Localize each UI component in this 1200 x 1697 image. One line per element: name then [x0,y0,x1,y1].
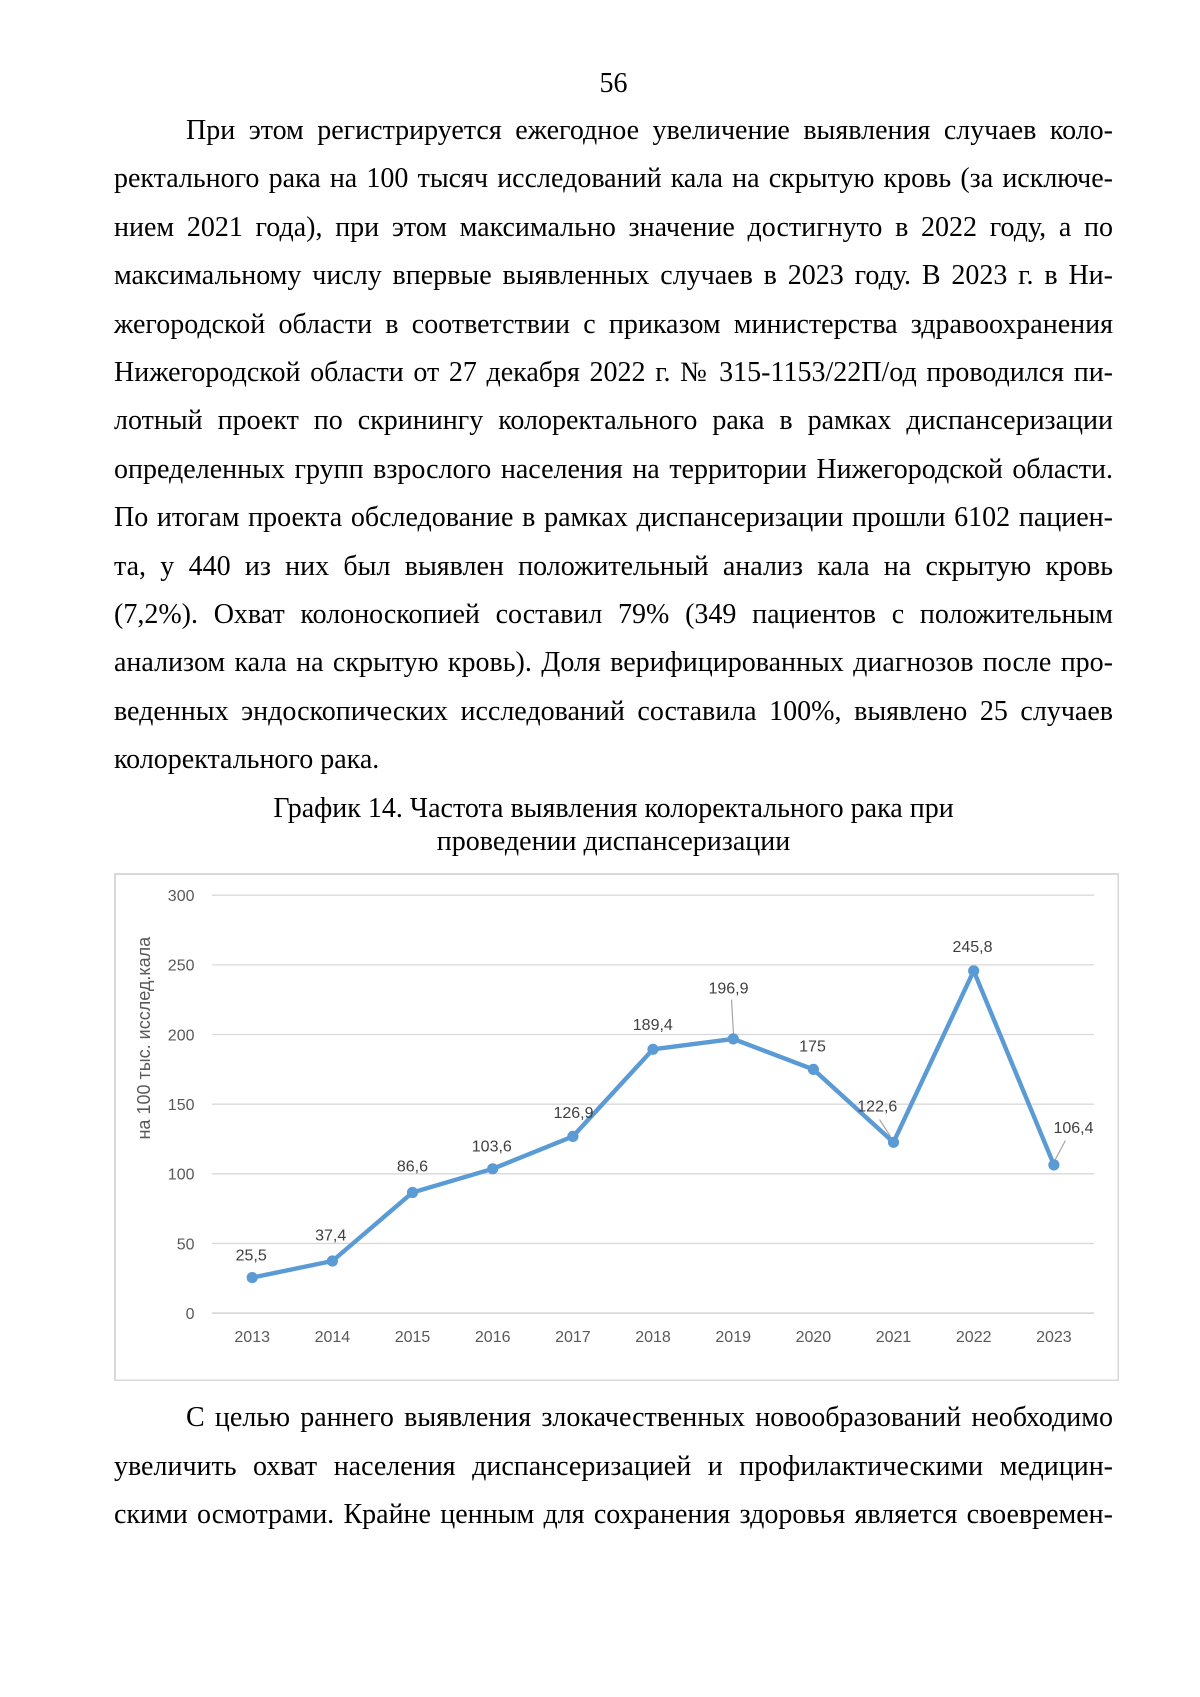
svg-text:50: 50 [176,1236,194,1253]
svg-text:250: 250 [167,957,194,974]
svg-text:106,4: 106,4 [1053,1119,1093,1136]
svg-text:2020: 2020 [795,1328,831,1345]
svg-text:126,9: 126,9 [553,1104,593,1121]
svg-text:150: 150 [167,1097,194,1114]
svg-text:100: 100 [167,1166,194,1183]
svg-text:189,4: 189,4 [632,1016,672,1033]
svg-text:2022: 2022 [955,1328,991,1345]
svg-text:2021: 2021 [875,1328,911,1345]
svg-text:2018: 2018 [635,1328,671,1345]
svg-text:0: 0 [185,1306,194,1323]
svg-text:300: 300 [167,888,194,905]
svg-text:122,6: 122,6 [857,1098,897,1115]
svg-text:86,6: 86,6 [396,1158,427,1175]
svg-text:на 100 тыс. исслед.кала: на 100 тыс. исслед.кала [134,935,154,1139]
svg-text:2014: 2014 [314,1328,350,1345]
svg-text:2023: 2023 [1036,1328,1072,1345]
svg-text:2015: 2015 [394,1328,430,1345]
svg-text:2016: 2016 [474,1328,510,1345]
svg-text:196,9: 196,9 [708,980,748,997]
svg-text:37,4: 37,4 [315,1227,346,1244]
svg-text:175: 175 [799,1038,826,1055]
svg-text:2013: 2013 [234,1328,270,1345]
svg-text:200: 200 [167,1027,194,1044]
svg-text:2019: 2019 [715,1328,751,1345]
svg-text:2017: 2017 [555,1328,591,1345]
svg-text:25,5: 25,5 [235,1247,266,1264]
svg-text:245,8: 245,8 [952,938,992,955]
svg-text:103,6: 103,6 [471,1138,511,1155]
